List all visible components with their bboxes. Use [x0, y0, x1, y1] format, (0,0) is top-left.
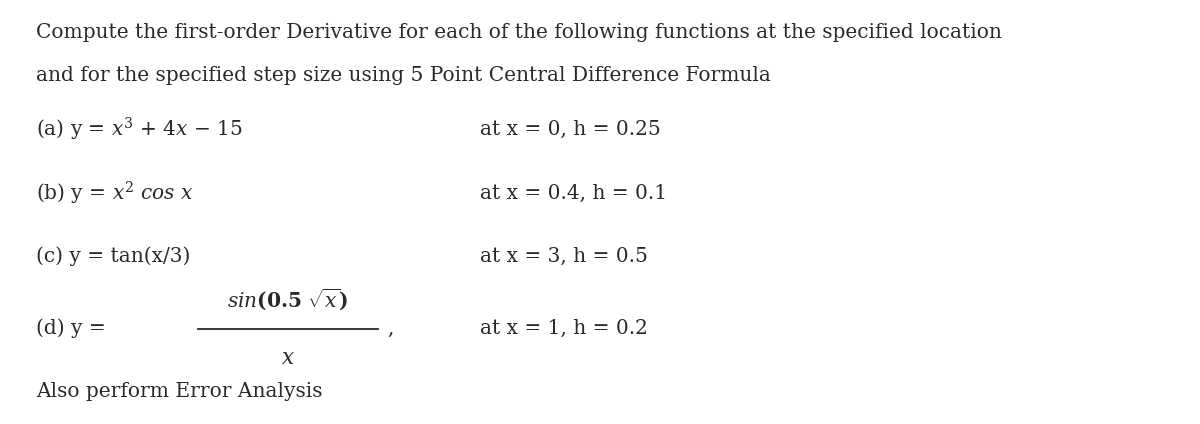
Text: at x = 0, h = 0.25: at x = 0, h = 0.25: [480, 120, 661, 139]
Text: (b) y = $x^2$ $\mathit{cos}$ $\mathit{x}$: (b) y = $x^2$ $\mathit{cos}$ $\mathit{x}…: [36, 179, 193, 206]
Text: at x = 1, h = 0.2: at x = 1, h = 0.2: [480, 319, 648, 338]
Text: at x = 3, h = 0.5: at x = 3, h = 0.5: [480, 247, 648, 266]
Text: ,: ,: [388, 319, 394, 338]
Text: $\mathit{x}$: $\mathit{x}$: [281, 347, 295, 369]
Text: (a) y = $x^3$ + 4$x$ $-$ 15: (a) y = $x^3$ + 4$x$ $-$ 15: [36, 116, 242, 143]
Text: Also perform Error Analysis: Also perform Error Analysis: [36, 382, 323, 401]
Text: (c) y = tan(x/3): (c) y = tan(x/3): [36, 247, 191, 266]
Text: $\mathbf{\mathit{sin}}$$\mathbf{(0.5\ \sqrt{\mathit{x}})}$: $\mathbf{\mathit{sin}}$$\mathbf{(0.5\ \s…: [228, 286, 348, 312]
Text: (d) y =: (d) y =: [36, 319, 106, 338]
Text: and for the specified step size using 5 Point Central Difference Formula: and for the specified step size using 5 …: [36, 66, 770, 85]
Text: Compute the first-order Derivative for each of the following functions at the sp: Compute the first-order Derivative for e…: [36, 23, 1002, 42]
Text: at x = 0.4, h = 0.1: at x = 0.4, h = 0.1: [480, 184, 667, 202]
